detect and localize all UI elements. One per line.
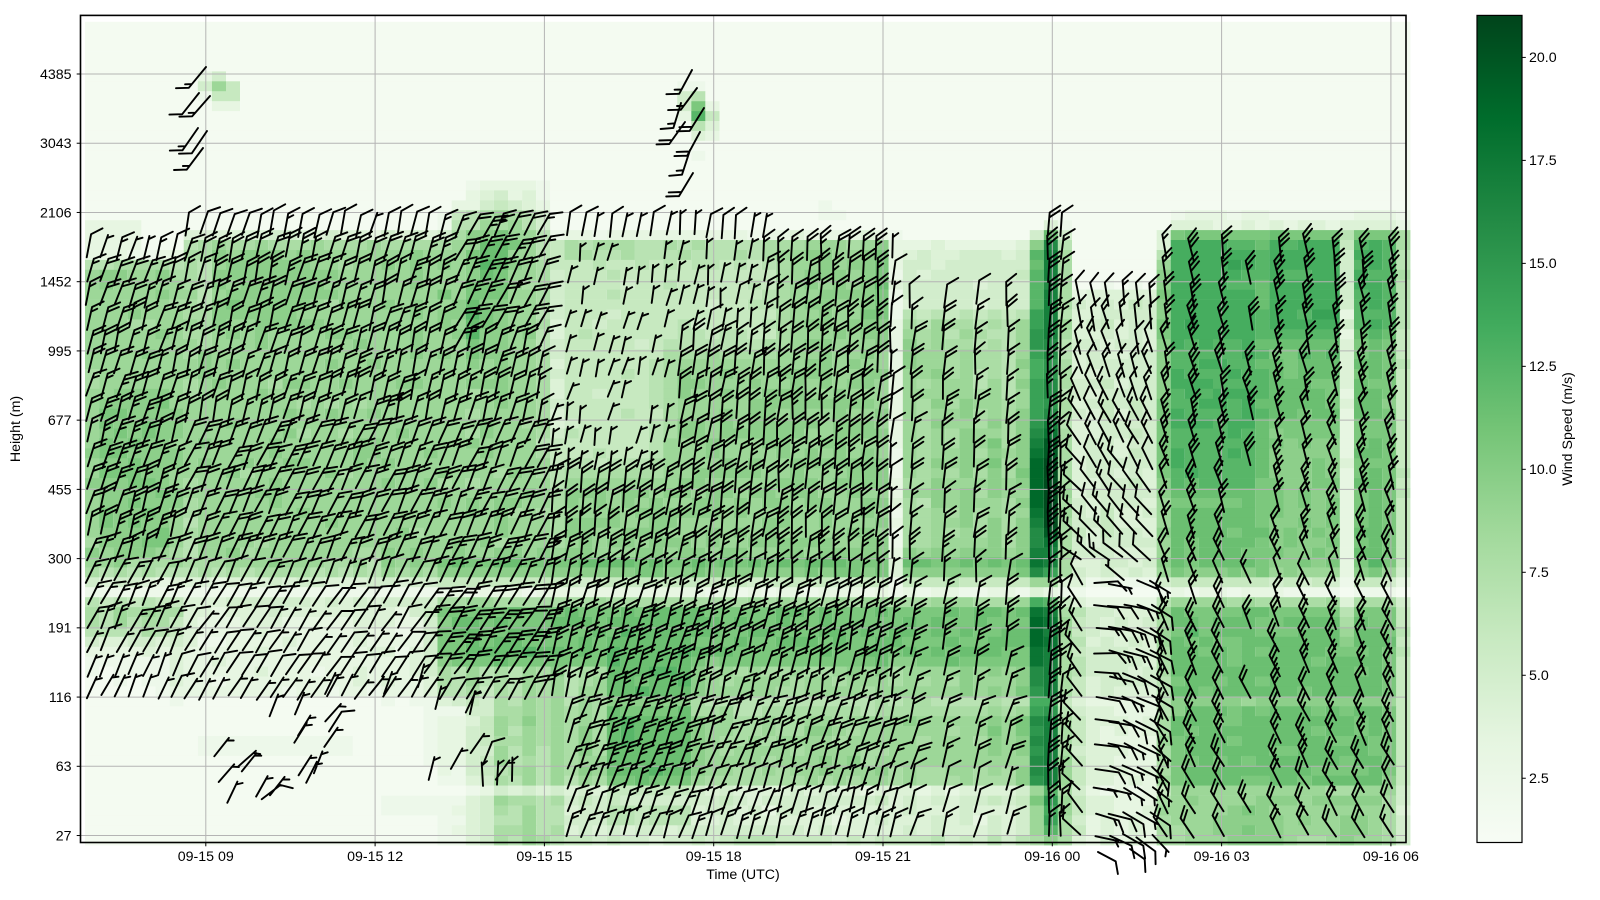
svg-text:15.0: 15.0: [1529, 256, 1557, 272]
svg-text:116: 116: [49, 690, 72, 706]
svg-text:10.0: 10.0: [1529, 462, 1557, 478]
svg-text:09-16 06: 09-16 06: [1363, 849, 1419, 865]
svg-text:995: 995: [48, 344, 72, 360]
svg-text:09-15 15: 09-15 15: [516, 849, 572, 865]
svg-text:12.5: 12.5: [1529, 359, 1557, 375]
svg-text:09-15 18: 09-15 18: [686, 849, 742, 865]
svg-text:09-16 00: 09-16 00: [1024, 849, 1080, 865]
svg-text:27: 27: [56, 828, 72, 844]
svg-text:1452: 1452: [40, 275, 72, 291]
svg-text:7.5: 7.5: [1529, 565, 1549, 581]
svg-text:4385: 4385: [40, 67, 72, 83]
svg-text:191: 191: [48, 621, 72, 637]
svg-text:2106: 2106: [40, 205, 72, 221]
svg-text:09-16 03: 09-16 03: [1194, 849, 1250, 865]
svg-text:300: 300: [48, 552, 72, 568]
svg-text:Time (UTC): Time (UTC): [706, 867, 780, 883]
svg-text:455: 455: [48, 482, 72, 498]
svg-text:17.5: 17.5: [1529, 153, 1557, 169]
svg-text:09-15 09: 09-15 09: [178, 849, 234, 865]
svg-text:20.0: 20.0: [1529, 50, 1557, 66]
svg-text:3043: 3043: [40, 136, 72, 152]
svg-text:63: 63: [56, 759, 72, 775]
svg-text:677: 677: [48, 413, 72, 429]
svg-text:Wind Speed (m/s): Wind Speed (m/s): [1560, 372, 1576, 486]
svg-text:Height (m): Height (m): [8, 396, 24, 462]
svg-text:5.0: 5.0: [1529, 668, 1549, 684]
svg-text:2.5: 2.5: [1529, 771, 1549, 787]
svg-text:09-15 12: 09-15 12: [347, 849, 403, 865]
svg-text:09-15 21: 09-15 21: [855, 849, 911, 865]
